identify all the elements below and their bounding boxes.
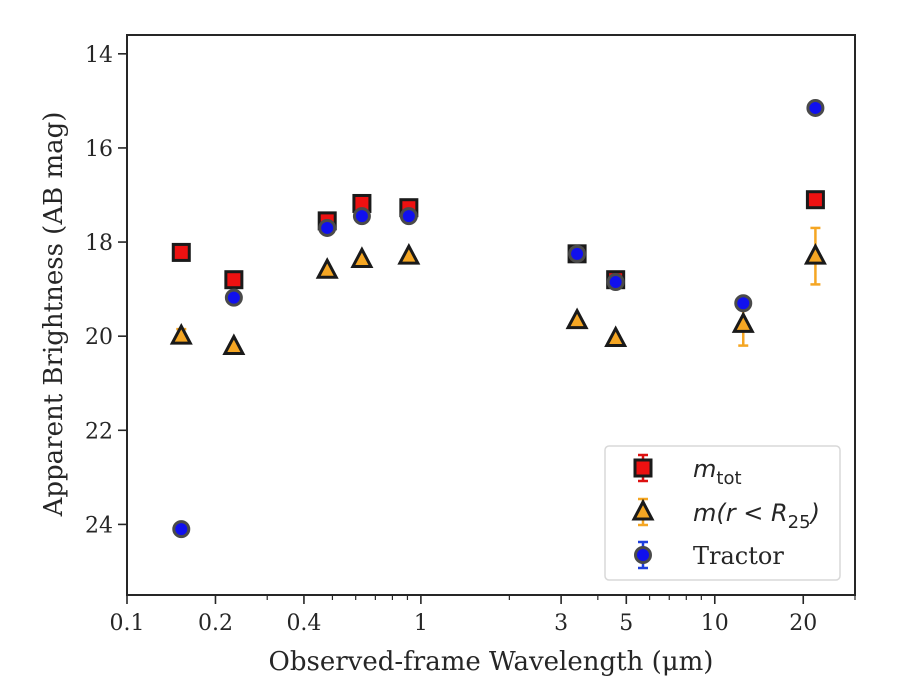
tractor-point — [172, 520, 191, 539]
x-tick-label: 20 — [789, 611, 817, 636]
tractor-point — [224, 288, 243, 307]
y-tick-label: 22 — [85, 419, 113, 444]
tractor-point — [806, 98, 825, 117]
x-tick-label: 10 — [701, 611, 729, 636]
series-circle — [172, 98, 825, 539]
x-tick-label: 1 — [414, 611, 428, 636]
plot-area: 0.1 0.2 0.4 1 3 5 10 20 14 16 18 20 22 24 mtot m(r < R2… — [85, 34, 856, 636]
y-tick-label: 16 — [85, 137, 113, 162]
mr25-point — [397, 242, 421, 265]
mtot-point — [224, 270, 244, 290]
x-axis-label: Observed-frame Wavelength (μm) — [269, 647, 714, 677]
tractor-point — [734, 294, 753, 313]
mr25-point — [315, 257, 339, 279]
mr25-point — [350, 246, 374, 268]
series-triangle — [169, 226, 827, 356]
series-square — [171, 190, 825, 290]
y-axis-label: Apparent Brightness (AB mag) — [39, 112, 69, 518]
mr25-point — [604, 325, 628, 348]
x-tick-label: 3 — [554, 611, 568, 636]
x-tick-label: 5 — [619, 611, 633, 636]
tractor-point — [352, 207, 371, 226]
plot-frame — [126, 34, 856, 596]
mr25-point — [565, 307, 589, 330]
legend-label: Tractor — [693, 542, 784, 570]
tractor-point — [606, 273, 625, 292]
legend: mtot m(r < R25) Tractor — [604, 445, 841, 581]
y-tick-label: 18 — [85, 231, 113, 256]
legend-marker-triangle — [631, 498, 655, 521]
x-tick-label: 0.1 — [110, 611, 145, 636]
mr25-point — [169, 322, 193, 345]
mtot-point — [805, 190, 825, 210]
y-tick-label: 14 — [85, 43, 113, 68]
legend-box — [604, 445, 841, 581]
y-tick-label: 24 — [85, 513, 113, 538]
tractor-point — [568, 244, 587, 263]
mr25-point — [731, 311, 755, 333]
legend-label: m(r < R25) — [693, 499, 820, 533]
legend-label: mtot — [693, 455, 742, 489]
x-tick-label: 0.4 — [286, 611, 321, 636]
legend-marker-circle — [634, 546, 652, 564]
tractor-point — [318, 218, 337, 237]
x-tick-label: 0.2 — [198, 611, 233, 636]
mr25-point — [222, 333, 246, 356]
y-tick-label: 20 — [85, 325, 113, 350]
mtot-point — [171, 242, 191, 262]
legend-marker-square — [633, 458, 653, 478]
mr25-point — [803, 242, 827, 265]
tractor-point — [399, 207, 418, 226]
